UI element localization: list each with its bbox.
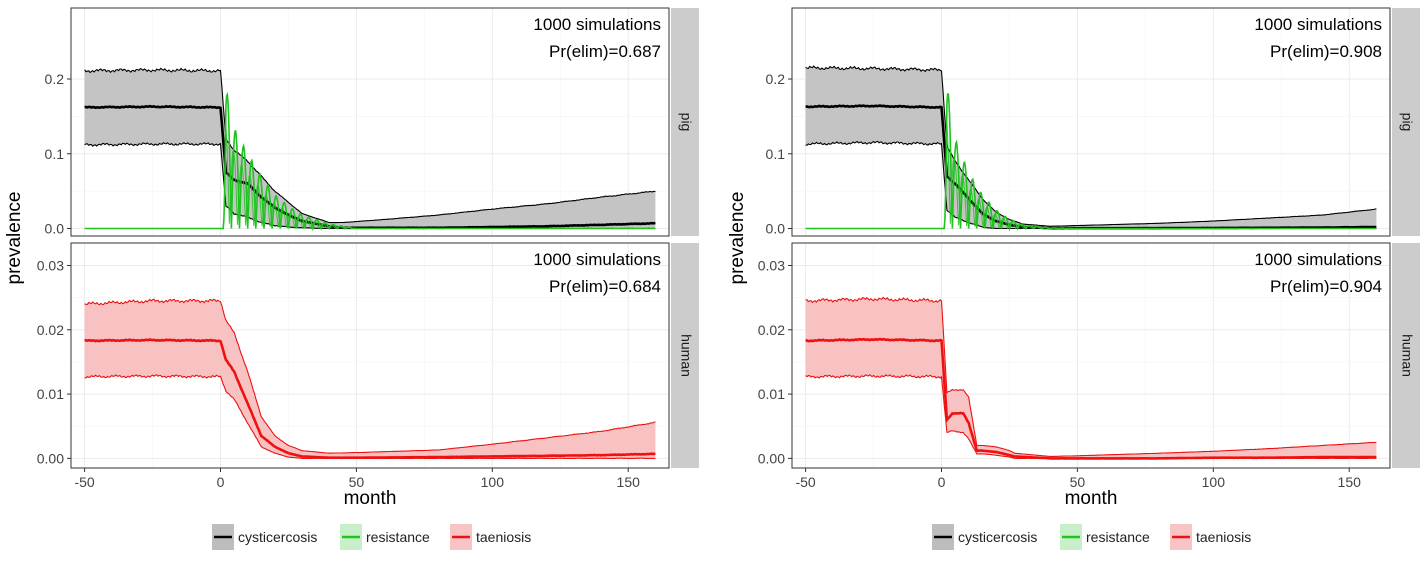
- facet-strip: [671, 243, 699, 468]
- series-upper-taeniosis: [84, 298, 656, 454]
- annotation-pr-elim: Pr(elim)=0.687: [549, 42, 661, 61]
- x-tick-label: 100: [1202, 474, 1226, 490]
- y-tick-label: 0.01: [758, 386, 785, 402]
- facet-pig: 0.0 0.1 0.2 1000 simulations Pr(elim)=0.687 p…: [45, 7, 699, 237]
- facet-strip: [671, 8, 699, 236]
- y-tick-label: 0.2: [45, 71, 65, 87]
- x-tick-label: 0: [938, 474, 946, 490]
- annotation-pr-elim: Pr(elim)=0.684: [549, 277, 661, 296]
- y-tick-label: 0.03: [37, 258, 64, 274]
- series-upper-cysticercosis: [805, 65, 1377, 227]
- facet-strip-label: human: [1399, 334, 1415, 377]
- y-tick-label: 0.02: [758, 322, 785, 338]
- series-line-resistance: [805, 92, 1377, 232]
- y-axis-label: prevalence: [4, 192, 25, 285]
- legend-label: resistance: [1086, 529, 1150, 545]
- annotation-pr-elim: Pr(elim)=0.908: [1270, 42, 1382, 61]
- data-layer: [84, 298, 656, 460]
- x-tick-label: 0: [217, 474, 225, 490]
- annotation-simulations: 1000 simulations: [533, 15, 661, 34]
- y-tick-label: 0.00: [37, 450, 64, 466]
- series-upper-cysticercosis: [84, 67, 656, 224]
- x-axis-label: month: [1065, 488, 1118, 509]
- y-tick-label: 0.01: [37, 386, 64, 402]
- y-tick-label: 0.0: [766, 221, 786, 237]
- series-band-cysticercosis: [805, 66, 1377, 229]
- facet-strip: [1392, 243, 1420, 468]
- series-line-resistance-band: [945, 123, 1078, 230]
- series-line-resistance-band: [224, 125, 357, 230]
- legend-label: cysticercosis: [238, 529, 317, 545]
- plot-border: [70, 242, 670, 469]
- x-tick-label: 100: [481, 474, 505, 490]
- y-tick-label: 0.0: [45, 221, 65, 237]
- plot-border: [791, 242, 1391, 469]
- x-tick-label: 150: [1338, 474, 1362, 490]
- x-tick-label: -50: [795, 474, 815, 490]
- x-tick-label: 50: [349, 474, 365, 490]
- series-upper-taeniosis: [805, 296, 1377, 457]
- data-layer: [84, 67, 656, 232]
- y-tick-label: 0.03: [758, 258, 785, 274]
- x-tick-label: -50: [74, 474, 94, 490]
- y-tick-label: 0.00: [758, 450, 785, 466]
- y-tick-label: 0.02: [37, 322, 64, 338]
- legend-label: taeniosis: [476, 529, 531, 545]
- y-tick-label: 0.2: [766, 71, 786, 87]
- annotation-simulations: 1000 simulations: [1254, 250, 1382, 269]
- data-layer: [805, 296, 1377, 460]
- facet-human: 0.00 0.01 0.02 0.03 1000 simulations Pr(elim)…: [37, 242, 699, 469]
- series-line-resistance: [84, 91, 656, 232]
- data-layer: [805, 65, 1377, 232]
- chart-panel-right: 0.0 0.1 0.2 1000 simulations Pr(elim)=0.908 p…: [727, 7, 1420, 550]
- y-axis-label: prevalence: [727, 192, 748, 285]
- legend-label: resistance: [366, 529, 430, 545]
- facet-pig: 0.0 0.1 0.2 1000 simulations Pr(elim)=0.908 p…: [766, 7, 1420, 237]
- facet-strip-label: pig: [678, 113, 694, 132]
- facet-strip: [1392, 8, 1420, 236]
- x-tick-label: 150: [617, 474, 641, 490]
- annotation-simulations: 1000 simulations: [533, 250, 661, 269]
- x-axis-label: month: [344, 488, 397, 509]
- legend: cysticercosis resistance taeniosis: [212, 524, 531, 550]
- y-tick-label: 0.1: [45, 146, 65, 162]
- legend-label: taeniosis: [1196, 529, 1251, 545]
- legend: cysticercosis resistance taeniosis: [932, 524, 1251, 550]
- facet-strip-label: human: [678, 334, 694, 377]
- series-mean-taeniosis: [805, 337, 1377, 460]
- series-band-taeniosis: [84, 299, 656, 459]
- legend-label: cysticercosis: [958, 529, 1037, 545]
- facet-human: 0.00 0.01 0.02 0.03 1000 simulations Pr(elim)…: [758, 242, 1420, 469]
- y-tick-label: 0.1: [766, 146, 786, 162]
- annotation-pr-elim: Pr(elim)=0.904: [1270, 277, 1382, 296]
- annotation-simulations: 1000 simulations: [1254, 15, 1382, 34]
- chart-panel-left: 0.0 0.1 0.2 1000 simulations Pr(elim)=0.687 p…: [4, 7, 699, 550]
- series-band-cysticercosis: [84, 68, 656, 229]
- series-mean-taeniosis: [84, 338, 656, 460]
- plot-border: [70, 7, 670, 237]
- facet-strip-label: pig: [1399, 113, 1415, 132]
- x-tick-label: 50: [1070, 474, 1086, 490]
- plot-border: [791, 7, 1391, 237]
